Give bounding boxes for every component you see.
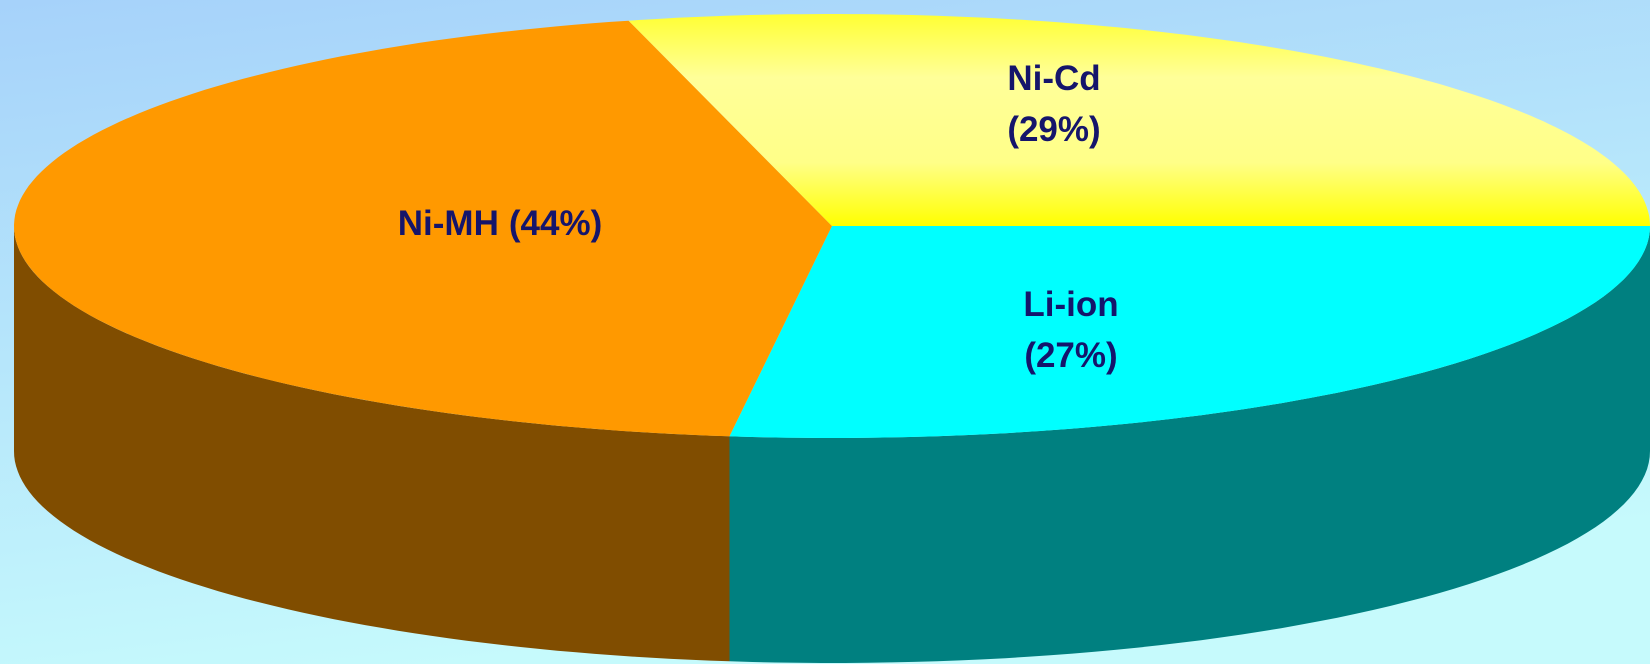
category-label: Ni-Cd (1007, 59, 1100, 98)
slice-label: Li-ion (27%) (1023, 285, 1118, 375)
value-label: (44%) (509, 204, 602, 243)
category-label: Ni-MH (398, 204, 499, 243)
value-label: (29%) (1007, 110, 1100, 149)
pie-slice (729, 226, 1650, 438)
pie-side (729, 226, 1650, 663)
value-label: (27%) (1024, 336, 1117, 375)
pie-side (14, 226, 730, 662)
pie-slice (628, 14, 1650, 226)
slice-label: Ni-MH (44%) (398, 204, 602, 243)
slice-label: Ni-Cd (29%) (1007, 59, 1100, 149)
pie-slice (14, 20, 832, 437)
category-label: Li-ion (1023, 285, 1118, 324)
